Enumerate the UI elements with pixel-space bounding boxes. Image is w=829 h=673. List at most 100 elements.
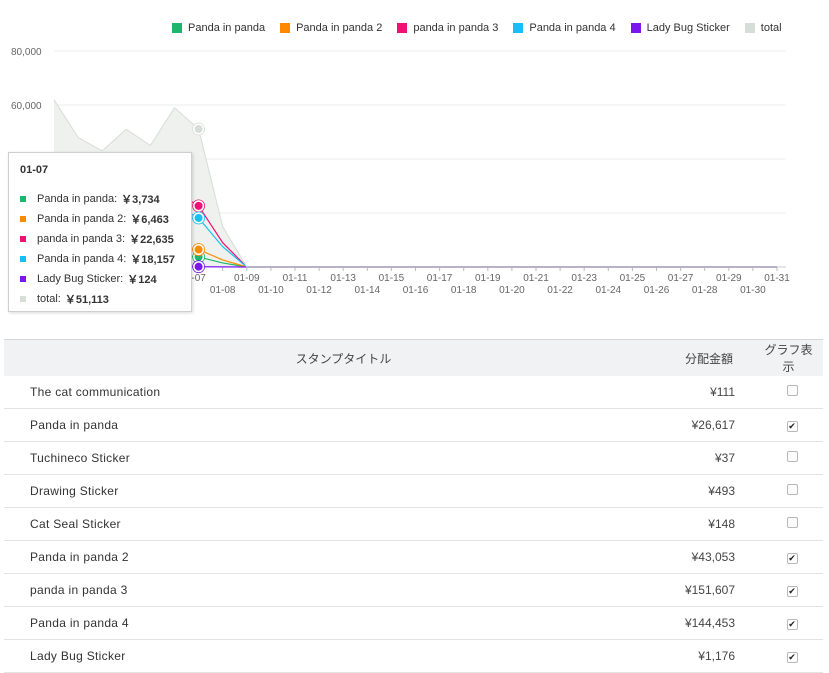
legend-swatch [513,23,523,33]
legend-label: Lady Bug Sticker [647,22,730,34]
table-header-row: スタンプタイトル 分配金額 グラフ表示 [4,340,823,377]
legend-item[interactable]: Panda in panda 4 [513,22,615,34]
tooltip-dot [20,216,26,222]
stamp-title: Panda in panda 4 [4,607,594,640]
graph-toggle-cell: ✔ [761,541,823,574]
graph-display-checkbox[interactable]: ✔ [787,586,798,597]
hover-point [194,245,204,255]
stamp-title: Lady Bug Sticker [4,640,594,673]
tooltip-dot [20,256,26,262]
x-tick-label: 01-25 [620,273,646,284]
tooltip-series-value: ￥18,157 [130,251,175,267]
stamp-title: The cat communication [4,376,594,409]
graph-toggle-cell [761,376,823,409]
tooltip-row: Panda in panda 4￥18,157 [20,249,180,269]
table-row: Panda in panda 4¥144,453 ✔ [4,607,823,640]
stamp-amount: ¥493 [594,475,761,508]
graph-toggle-cell [761,475,823,508]
graph-display-checkbox[interactable] [787,517,798,528]
graph-display-checkbox[interactable] [787,484,798,495]
legend-swatch [172,23,182,33]
tooltip-row: Panda in panda ￥3,734 [20,189,180,209]
hover-point [194,262,204,272]
tooltip-series-value: ￥22,635 [129,231,174,247]
graph-toggle-cell: ✔ [761,574,823,607]
x-tick-label: 01-19 [475,273,501,284]
x-tick-label: 01-09 [234,273,260,284]
tooltip-date: 01-07 [20,164,180,176]
table-row: Panda in panda 2¥43,053✔ [4,541,823,574]
graph-toggle-cell [761,508,823,541]
x-tick-label: 01-17 [427,273,453,284]
legend-item[interactable]: total [745,22,782,34]
x-tick-label: 01-12 [306,285,332,296]
x-tick-label: 01-23 [571,273,597,284]
stamp-table: スタンプタイトル 分配金額 グラフ表示 The cat communicatio… [4,339,823,673]
x-tick-label: 01-18 [451,285,477,296]
x-tick-label: 01-11 [283,273,308,284]
x-tick-label: 01-16 [403,285,429,296]
tooltip-dot [20,276,26,282]
graph-display-checkbox[interactable] [787,385,798,396]
x-tick-label: 01-31 [764,273,790,284]
x-tick-label: 01-30 [740,285,766,296]
stamp-amount: ¥43,053 [594,541,761,574]
graph-toggle-cell: ✔ [761,640,823,673]
table-row: Drawing Sticker¥493 [4,475,823,508]
x-tick-label: 01-29 [716,273,742,284]
legend-item[interactable]: Panda in panda 2 [280,22,382,34]
tooltip-series-name: Panda in panda [37,193,117,205]
y-tick-label: 60,000 [11,101,42,112]
tooltip-row: Panda in panda 2￥6,463 [20,209,180,229]
header-amount[interactable]: 分配金額 [594,340,761,377]
graph-toggle-cell [761,442,823,475]
hover-point [194,213,204,223]
legend-swatch [397,23,407,33]
legend-label: Panda in panda 4 [529,22,615,34]
x-tick-label: 01-22 [547,285,573,296]
legend-item[interactable]: panda in panda 3 [397,22,498,34]
tooltip-series-value: ￥124 [127,271,156,287]
tooltip-dot [20,296,26,302]
hover-point [194,201,204,211]
legend-swatch [631,23,641,33]
tooltip-series-value: ￥3,734 [121,191,160,207]
stamp-title: Drawing Sticker [4,475,594,508]
table-row: The cat communication¥111 [4,376,823,409]
x-tick-label: 01-27 [668,273,694,284]
x-tick-label: 01-14 [355,285,381,296]
tooltip-series-value: ￥51,113 [65,291,109,307]
tooltip-dot [20,196,26,202]
tooltip-series-name: Panda in panda 2 [37,213,126,225]
tooltip-row: Lady Bug Sticker￥124 [20,269,180,289]
y-tick-label: 80,000 [11,47,42,58]
stamp-amount: ¥37 [594,442,761,475]
table-row: Lady Bug Sticker¥1,176 ✔ [4,640,823,673]
graph-display-checkbox[interactable]: ✔ [787,421,798,432]
x-tick-label: 01-08 [210,285,236,296]
x-tick-label: 01-28 [692,285,718,296]
graph-toggle-cell: ✔ [761,409,823,442]
graph-display-checkbox[interactable]: ✔ [787,619,798,630]
legend-label: total [761,22,782,34]
stamp-amount: ¥1,176 [594,640,761,673]
legend-item[interactable]: Lady Bug Sticker [631,22,730,34]
legend-item[interactable]: Panda in panda [172,22,265,34]
tooltip-series-name: panda in panda 3 [37,233,125,245]
header-stamp-title[interactable]: スタンプタイトル [4,340,594,377]
graph-display-checkbox[interactable]: ✔ [787,553,798,564]
stamp-amount: ¥151,607 [594,574,761,607]
x-tick-label: 01-13 [330,273,356,284]
graph-display-checkbox[interactable] [787,451,798,462]
legend-label: panda in panda 3 [413,22,498,34]
stamp-title: panda in panda 3 [4,574,594,607]
hover-point [194,124,204,134]
stamp-amount: ¥144,453 [594,607,761,640]
x-tick-label: 01-15 [379,273,405,284]
tooltip-dot [20,236,26,242]
graph-display-checkbox[interactable]: ✔ [787,652,798,663]
x-tick-label: 01-26 [644,285,670,296]
legend-swatch [745,23,755,33]
